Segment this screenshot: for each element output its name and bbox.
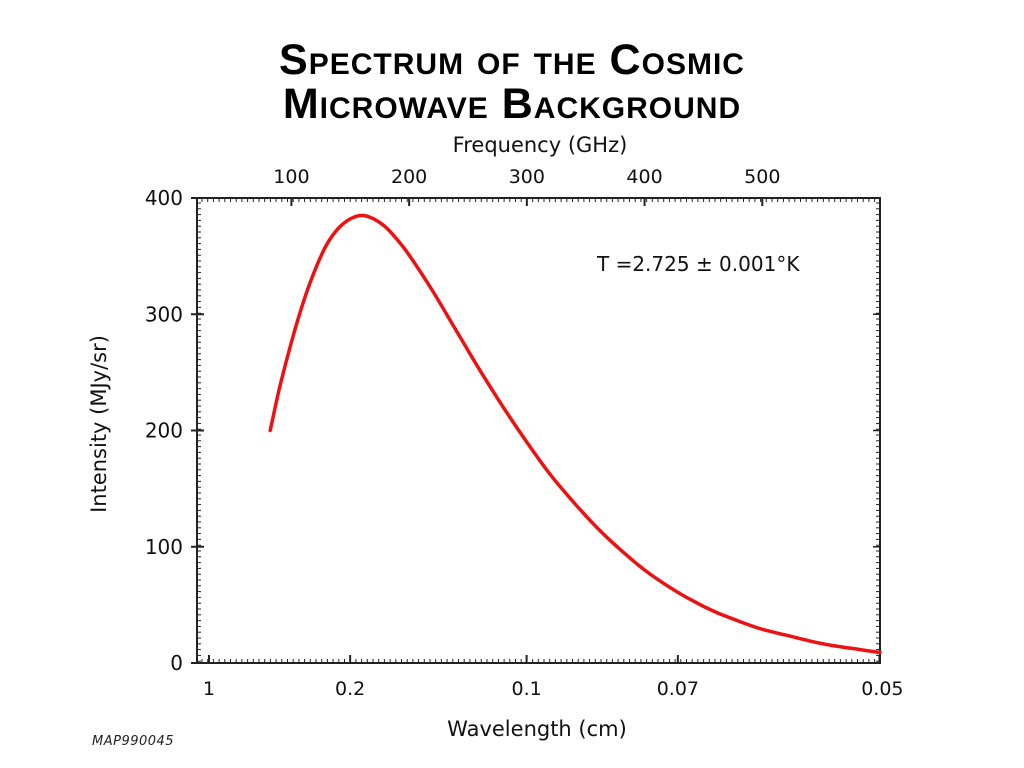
- chart-title-line-1: Spectrum of the Cosmic: [279, 36, 745, 84]
- top-x-tick-label: 200: [391, 166, 427, 188]
- x-tick-label: 0.2: [335, 678, 365, 700]
- y-tick-label: 0: [170, 651, 183, 675]
- x-tick-label: 0.07: [657, 678, 699, 700]
- series-line-cmb-spectrum: [268, 213, 882, 655]
- temperature-annotation: T =2.725 ± 0.001°K: [596, 252, 800, 276]
- major-tick-marks: [191, 197, 881, 664]
- top-x-tick-label: 300: [509, 166, 545, 188]
- x-tick-label: 0.05: [861, 678, 903, 700]
- top-x-tick-label: 400: [626, 166, 662, 188]
- y-tick-label: 100: [145, 535, 183, 559]
- y-tick-label: 200: [145, 419, 183, 443]
- top-x-tick-label: 500: [744, 166, 780, 188]
- figure-id: MAP990045: [92, 734, 175, 749]
- y-tick-label: 400: [145, 186, 183, 210]
- x-tick-label: 0.1: [511, 678, 541, 700]
- top-axis-label: Frequency (GHz): [453, 133, 628, 157]
- x-axis-label: Wavelength (cm): [447, 717, 627, 741]
- x-tick-label: 1: [203, 678, 215, 700]
- y-tick-label: 300: [145, 302, 183, 326]
- top-x-tick-label: 100: [273, 166, 309, 188]
- y-axis-label: Intensity (MJy/sr): [87, 335, 111, 513]
- chart-title-line-2: Microwave Background: [282, 80, 742, 128]
